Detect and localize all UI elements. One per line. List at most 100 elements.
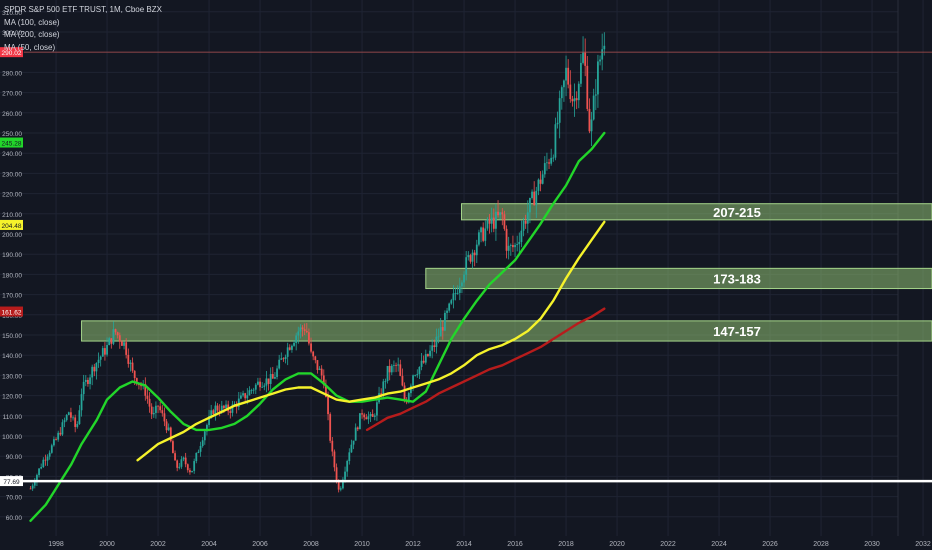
candle-body bbox=[97, 359, 100, 364]
zone-label: 207-215 bbox=[713, 205, 761, 220]
candle-body bbox=[499, 212, 502, 216]
price-axis[interactable]: 60.0070.0080.0090.00100.00110.00120.0013… bbox=[0, 10, 23, 522]
y-tick-label: 240.00 bbox=[2, 151, 22, 158]
candle-body bbox=[57, 432, 60, 440]
candle-body bbox=[554, 124, 557, 158]
candle-body bbox=[157, 405, 159, 407]
candle-body bbox=[231, 404, 234, 413]
candle-body bbox=[291, 345, 293, 350]
candle-body bbox=[337, 480, 340, 490]
candle-body bbox=[108, 338, 111, 346]
candle-body bbox=[269, 374, 272, 384]
candle-body bbox=[524, 220, 527, 224]
candle-body bbox=[135, 378, 138, 385]
candle-body bbox=[393, 365, 395, 366]
candle-body bbox=[526, 212, 529, 224]
candle-body bbox=[395, 365, 397, 366]
candle-body bbox=[539, 179, 542, 184]
candle-body bbox=[471, 252, 474, 262]
candle-body bbox=[556, 122, 559, 125]
candle-body bbox=[354, 427, 357, 441]
candle-body bbox=[233, 403, 236, 405]
ma-line bbox=[136, 220, 606, 462]
candle-body bbox=[263, 385, 266, 387]
candle-body bbox=[48, 452, 51, 457]
x-tick-label: 2028 bbox=[813, 541, 829, 548]
x-tick-label: 2002 bbox=[150, 541, 166, 548]
candle-body bbox=[371, 414, 374, 417]
symbol-title[interactable]: SPDR S&P 500 ETF TRUST, 1M, Cboe BZX bbox=[4, 5, 162, 14]
candle-body bbox=[214, 405, 217, 414]
candle-body bbox=[446, 310, 448, 313]
x-tick-label: 2012 bbox=[405, 541, 421, 548]
ma-value-marker-bg bbox=[0, 219, 23, 230]
candle-body bbox=[267, 378, 270, 384]
indicator-ma50-label[interactable]: MA (50, close) bbox=[4, 42, 56, 52]
candle-body bbox=[586, 65, 589, 109]
candle-body bbox=[333, 451, 336, 468]
candle-body bbox=[501, 212, 504, 215]
candle-body bbox=[403, 385, 406, 400]
y-tick-label: 90.00 bbox=[6, 454, 23, 461]
candle-body bbox=[416, 374, 419, 376]
candle-body bbox=[299, 327, 302, 332]
y-tick-label: 180.00 bbox=[2, 272, 22, 279]
ma-line bbox=[29, 131, 606, 522]
indicator-ma100-label[interactable]: MA (100, close) bbox=[4, 17, 60, 27]
zone-rect bbox=[461, 203, 932, 221]
candle-body bbox=[199, 446, 202, 452]
candle-body bbox=[116, 332, 119, 336]
candle-body bbox=[356, 427, 359, 430]
candle-body bbox=[72, 417, 74, 419]
candle-body bbox=[314, 356, 317, 361]
candle-body bbox=[495, 211, 497, 229]
candle-body bbox=[297, 331, 300, 336]
candle-body bbox=[65, 414, 68, 421]
candle-body bbox=[537, 179, 540, 191]
candle-body bbox=[174, 453, 176, 461]
candle-body bbox=[344, 471, 346, 480]
candle-body bbox=[548, 162, 550, 164]
candle-body bbox=[288, 347, 291, 350]
y-tick-label: 210.00 bbox=[2, 212, 22, 219]
x-tick-label: 2004 bbox=[201, 541, 217, 548]
candle-body bbox=[110, 338, 113, 344]
candle-body bbox=[104, 348, 106, 355]
candle-body bbox=[431, 345, 434, 351]
indicator-ma200-label[interactable]: MA (200, close) bbox=[4, 30, 60, 39]
candle-body bbox=[242, 393, 244, 396]
candle-body bbox=[210, 410, 213, 417]
candle-body bbox=[127, 354, 130, 364]
candle-body bbox=[274, 376, 276, 379]
candle-body bbox=[150, 406, 153, 415]
candle-body bbox=[516, 244, 519, 245]
zone-rect bbox=[425, 267, 932, 290]
last-price-marker-bg bbox=[0, 47, 23, 58]
candle-body bbox=[350, 444, 353, 453]
candle-body bbox=[93, 366, 96, 372]
candle-body bbox=[248, 390, 251, 396]
candle-body bbox=[178, 466, 181, 468]
x-tick-label: 2008 bbox=[303, 541, 319, 548]
candle-body bbox=[99, 356, 102, 360]
candle-body bbox=[365, 417, 368, 420]
y-tick-label: 190.00 bbox=[2, 252, 22, 259]
x-tick-label: 2000 bbox=[99, 541, 115, 548]
candle-body bbox=[180, 459, 183, 467]
candle-body bbox=[186, 464, 189, 471]
candle-body bbox=[131, 362, 134, 371]
candle-body bbox=[427, 354, 429, 357]
x-tick-label: 2006 bbox=[252, 541, 268, 548]
candle-body bbox=[390, 365, 393, 373]
candle-body bbox=[565, 67, 567, 81]
ma-value-marker: 204.48 bbox=[2, 223, 22, 230]
candle-body bbox=[575, 98, 578, 101]
candlestick-series bbox=[29, 32, 606, 493]
candle-body bbox=[316, 360, 319, 370]
candle-body bbox=[78, 410, 81, 425]
time-axis[interactable]: 1998 2000 2002 2004 2006 2008 2010 2012 2014 2016… bbox=[48, 541, 931, 548]
candle-body bbox=[193, 461, 196, 471]
candle-body bbox=[475, 244, 478, 256]
candle-body bbox=[480, 227, 482, 233]
